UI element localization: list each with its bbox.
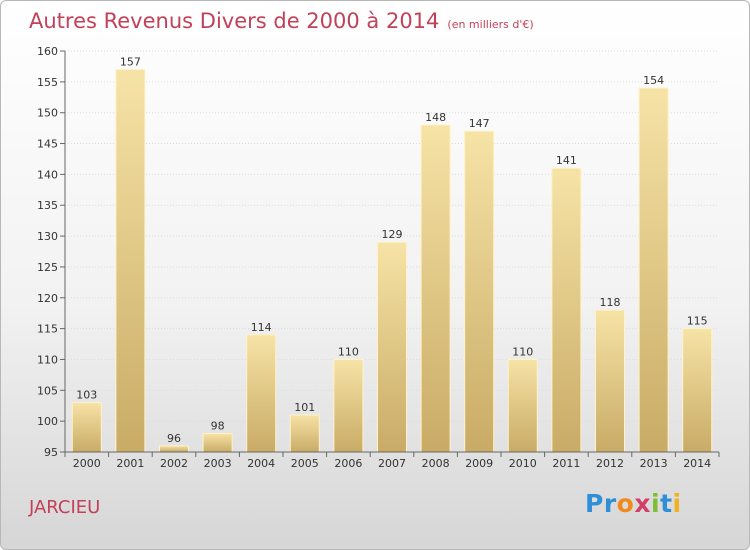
data-label-2007: 129 bbox=[382, 228, 403, 241]
logo-letter: i bbox=[672, 489, 682, 518]
data-label-2011: 141 bbox=[556, 154, 577, 167]
y-tick-label: 145 bbox=[37, 138, 58, 151]
bars: 103 157 96 98 114 101 110 129 148 147 110 141 118 154… bbox=[71, 56, 713, 453]
chart-title: Autres Revenus Divers de 2000 à 2014 (en … bbox=[29, 9, 534, 33]
x-tick-label-2005: 2005 bbox=[291, 457, 319, 470]
x-tick-label-2014: 2014 bbox=[683, 457, 711, 470]
y-tick-label: 125 bbox=[37, 261, 58, 274]
proxiti-logo[interactable]: Proxiti bbox=[585, 489, 682, 518]
y-tick-label: 105 bbox=[37, 384, 58, 397]
x-tick-label-2012: 2012 bbox=[596, 457, 624, 470]
bar-2007 bbox=[377, 241, 407, 453]
bar-2012 bbox=[595, 309, 625, 453]
bar-2005 bbox=[289, 414, 320, 453]
data-label-2006: 110 bbox=[338, 345, 359, 358]
data-label-2008: 148 bbox=[425, 111, 446, 124]
logo-letter: P bbox=[585, 489, 604, 518]
bar-2002 bbox=[159, 445, 189, 453]
logo-letter: i bbox=[651, 489, 661, 518]
y-tick-label: 135 bbox=[37, 199, 58, 212]
data-label-2009: 147 bbox=[469, 117, 490, 130]
x-tick-label-2011: 2011 bbox=[552, 457, 580, 470]
data-label-2005: 101 bbox=[294, 401, 315, 414]
bar-2010 bbox=[507, 358, 538, 453]
bar-2004 bbox=[246, 334, 277, 453]
y-tick-label: 130 bbox=[37, 230, 58, 243]
bar-2013 bbox=[638, 87, 669, 453]
bar-2000 bbox=[71, 402, 102, 453]
x-tick-label-2010: 2010 bbox=[509, 457, 537, 470]
x-tick-label-2013: 2013 bbox=[640, 457, 668, 470]
bar-2008 bbox=[420, 124, 451, 453]
chart-title-text: Autres Revenus Divers de 2000 à 2014 bbox=[29, 9, 440, 33]
x-tick-label-2001: 2001 bbox=[116, 457, 144, 470]
y-tick-label: 120 bbox=[37, 292, 58, 305]
y-tick-label: 150 bbox=[37, 107, 58, 120]
logo-letter: o bbox=[616, 489, 635, 518]
y-tick-label: 160 bbox=[37, 45, 58, 58]
bar-2006 bbox=[333, 358, 364, 453]
x-tick-label-2000: 2000 bbox=[73, 457, 101, 470]
data-label-2000: 103 bbox=[76, 389, 97, 402]
x-tick-label-2008: 2008 bbox=[422, 457, 450, 470]
y-tick-label: 155 bbox=[37, 76, 58, 89]
logo-letter: r bbox=[603, 489, 617, 518]
x-tick-label-2006: 2006 bbox=[334, 457, 362, 470]
y-tick-label: 140 bbox=[37, 168, 58, 181]
x-tick-label-2002: 2002 bbox=[160, 457, 188, 470]
bar-2014 bbox=[682, 328, 713, 453]
y-tick-label: 95 bbox=[44, 446, 58, 459]
data-label-2010: 110 bbox=[512, 345, 533, 358]
bar-2003 bbox=[202, 432, 233, 453]
x-tick-label-2009: 2009 bbox=[465, 457, 493, 470]
bar-2011 bbox=[551, 167, 582, 453]
x-tick-label-2003: 2003 bbox=[204, 457, 232, 470]
data-label-2004: 114 bbox=[251, 321, 272, 334]
chart-subtitle: (en milliers d'€) bbox=[447, 18, 534, 31]
data-label-2013: 154 bbox=[643, 74, 664, 87]
axes: 95 100 105 110 115 120 125 130 135 140 145 150 155 16… bbox=[37, 45, 720, 470]
data-label-2002: 96 bbox=[167, 432, 181, 445]
data-label-2014: 115 bbox=[687, 315, 708, 328]
data-label-2001: 157 bbox=[120, 56, 141, 69]
x-tick-label-2004: 2004 bbox=[247, 457, 275, 470]
data-label-2012: 118 bbox=[600, 296, 621, 309]
y-tick-label: 100 bbox=[37, 415, 58, 428]
data-label-2003: 98 bbox=[211, 419, 225, 432]
x-tick-label-2007: 2007 bbox=[378, 457, 406, 470]
town-name: JARCIEU bbox=[29, 497, 101, 518]
bar-2001 bbox=[115, 69, 146, 453]
bar-2009 bbox=[464, 130, 495, 453]
y-tick-label: 110 bbox=[37, 353, 58, 366]
logo-letter: t bbox=[660, 489, 673, 518]
y-tick-label: 115 bbox=[37, 323, 58, 336]
logo-letter: x bbox=[634, 489, 651, 518]
